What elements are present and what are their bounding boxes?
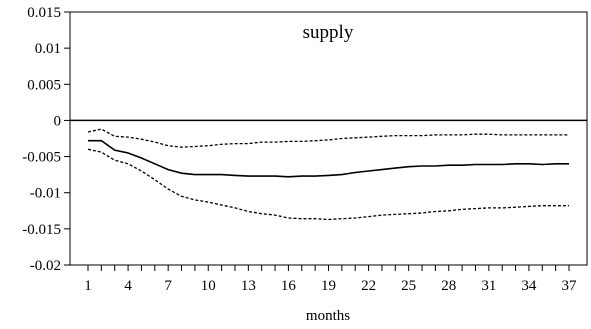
y-tick-label: -0.02	[30, 258, 61, 274]
x-tick-label: 22	[361, 278, 376, 294]
y-tick-label: 0.015	[27, 5, 61, 21]
x-tick-label: 34	[521, 278, 537, 294]
x-tick-label: 16	[281, 278, 297, 294]
x-tick-label: 37	[562, 278, 578, 294]
plot-area	[69, 11, 588, 266]
x-tick-label: 10	[201, 278, 216, 294]
series-group	[87, 128, 569, 221]
x-axis: 1 4 7 10 13 16 19 22 25 28 31 34 37	[84, 265, 577, 294]
x-tick-label: 31	[481, 278, 496, 294]
plot-frame	[69, 11, 588, 266]
y-tick-label: -0.01	[30, 186, 61, 202]
y-tick-label: 0.01	[35, 41, 61, 57]
y-tick-label: 0	[54, 113, 62, 129]
y-tick-label: 0.005	[27, 77, 61, 93]
y-axis: 0.015 0.01 0.005 0 -0.005 -0.01 -0.015 -0.02	[22, 5, 70, 274]
x-tick-label: 25	[401, 278, 416, 294]
upper-band-line	[87, 128, 569, 148]
x-tick-label: 4	[124, 278, 132, 294]
y-tick-label: -0.005	[22, 150, 61, 166]
y-tick-label: -0.015	[22, 222, 61, 238]
x-tick-label: 7	[164, 278, 172, 294]
x-tick-label: 1	[84, 278, 92, 294]
x-axis-title: months	[306, 308, 350, 324]
chart-title: supply	[303, 22, 354, 43]
x-tick-label: 13	[241, 278, 256, 294]
x-tick-label: 28	[441, 278, 456, 294]
lower-band-line	[87, 148, 569, 221]
x-tick-label: 19	[321, 278, 336, 294]
response-line	[88, 139, 569, 178]
